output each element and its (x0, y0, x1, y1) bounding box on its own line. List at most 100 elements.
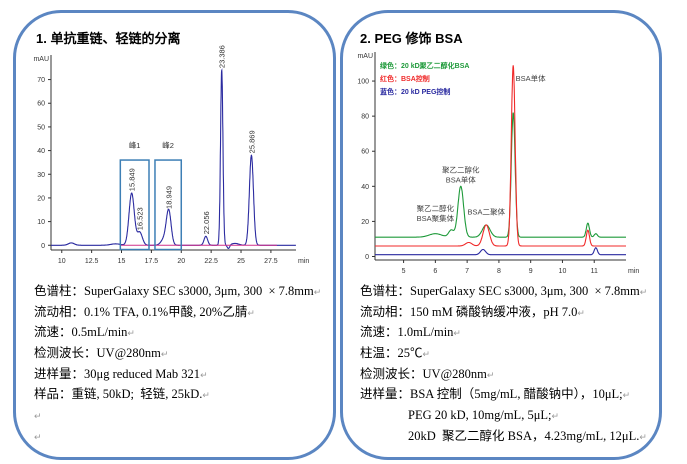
condition-line: PEG 20 kD, 10mg/mL, 5μL;↵ (360, 405, 647, 426)
condition-value: 20kD 聚乙二醇化 BSA，4.23mg/mL, 12μL. (408, 428, 640, 443)
condition-value: 0.1% TFA, 0.1%甲酸, 20%乙腈 (84, 304, 248, 319)
return-mark: ↵ (577, 307, 585, 318)
peak-box-label: 峰1 (129, 140, 141, 150)
return-mark: ↵ (639, 287, 648, 297)
x-tick-label: 5 (402, 268, 406, 275)
peak-annotation: 聚乙二醇化 (417, 203, 455, 213)
condition-label: 流动相： (34, 304, 85, 319)
return-mark: ↵ (34, 431, 42, 442)
y-axis-label: mAU (33, 56, 49, 63)
condition-label: 流速： (360, 325, 398, 340)
condition-label: 检测波长： (360, 366, 423, 381)
condition-value: 重链, 50kD; 轻链, 25kD. (71, 387, 203, 402)
peak-box (119, 159, 150, 251)
x-tick-label: 27.5 (264, 258, 278, 265)
y-tick-label: 80 (361, 114, 369, 121)
condition-line: 流速：0.5mL/min↵ (34, 322, 321, 343)
return-mark: ↵ (639, 431, 647, 442)
left-panel (13, 10, 336, 460)
legend-entry: 蓝色：20 kD PEG控制 (380, 87, 450, 96)
x-tick-label: 7 (465, 268, 469, 275)
condition-line: 检测波长：UV@280nm↵ (360, 364, 647, 385)
series-line (375, 65, 626, 247)
legend-entry: 红色：BSA控制 (380, 74, 430, 83)
peak-annotation: BSA聚集体 (417, 213, 455, 223)
condition-line: 流动相：0.1% TFA, 0.1%甲酸, 20%乙腈↵ (34, 302, 321, 323)
x-tick-label: 12.5 (85, 258, 99, 265)
x-tick-label: 15 (118, 258, 126, 265)
left-conditions: 色谱柱：SuperGalaxy SEC s3000, 3μm, 300 × 7.… (34, 281, 321, 447)
x-tick-label: 22.5 (204, 258, 218, 265)
condition-value: 150 mM 磷酸钠缓冲液，pH 7.0 (410, 304, 578, 319)
right-conditions: 色谱柱：SuperGalaxy SEC s3000, 3μm, 300 × 7.… (360, 281, 647, 447)
x-tick-label: 17.5 (145, 258, 159, 265)
legend-entry: 绿色：20 kD聚乙二醇化BSA (380, 61, 469, 70)
condition-value: SuperGalaxy SEC s3000, 3μm, 300 × 7.8mm (410, 284, 640, 298)
y-tick-label: 0 (365, 254, 369, 261)
condition-label: 样品： (34, 387, 72, 402)
x-tick-label: 9 (529, 268, 533, 275)
return-mark: ↵ (453, 328, 461, 339)
peak-label: 25.869 (247, 130, 256, 153)
condition-value: UV@280nm (96, 346, 161, 361)
condition-line: 流速：1.0mL/min↵ (360, 322, 647, 343)
condition-label: 流动相： (360, 304, 411, 319)
peak-label: 18.949 (165, 186, 174, 209)
condition-value: PEG 20 kD, 10mg/mL, 5μL; (408, 408, 552, 423)
x-tick-label: 11 (591, 268, 598, 275)
right-panel (340, 10, 662, 460)
x-axis-label: min (628, 268, 639, 275)
y-tick-label: 0 (41, 243, 45, 250)
peak-label: 23.386 (218, 45, 227, 68)
return-mark: ↵ (34, 411, 42, 422)
condition-line: 进样量：30μg reduced Mab 321↵ (34, 364, 321, 385)
x-tick-label: 8 (497, 268, 501, 275)
peak-label: 22.056 (202, 211, 211, 234)
y-tick-label: 60 (361, 149, 369, 156)
condition-value: 30μg reduced Mab 321 (84, 366, 201, 381)
condition-label: 柱温： (360, 346, 398, 361)
y-tick-label: 70 (37, 77, 45, 84)
return-mark: ↵ (200, 369, 208, 380)
x-axis-label: min (298, 258, 309, 265)
condition-value: SuperGalaxy SEC s3000, 3μm, 300 × 7.8mm (84, 284, 314, 298)
return-mark: ↵ (160, 349, 169, 360)
return-mark: ↵ (551, 411, 560, 422)
y-tick-label: 100 (357, 79, 369, 86)
condition-label: 检测波长： (34, 346, 97, 361)
return-mark: ↵ (127, 328, 135, 339)
condition-line: 流动相：150 mM 磷酸钠缓冲液，pH 7.0↵ (360, 302, 647, 323)
condition-value: 0.5mL/min (71, 325, 128, 340)
return-mark: ↵ (202, 390, 210, 401)
condition-label: 进样量： (360, 387, 411, 402)
x-tick-label: 6 (433, 268, 437, 275)
peak-annotation: BSA二聚体 (467, 206, 505, 216)
y-tick-label: 60 (37, 101, 45, 108)
return-mark: ↵ (622, 390, 631, 401)
condition-label: 流速： (34, 325, 72, 340)
condition-line: 20kD 聚乙二醇化 BSA，4.23mg/mL, 12μL.↵ (360, 426, 647, 447)
peak-label: 16.523 (136, 207, 145, 230)
series-line (375, 247, 626, 256)
return-mark: ↵ (313, 287, 322, 297)
left-title: 1. 单抗重链、轻链的分离 (36, 31, 181, 46)
return-mark: ↵ (422, 349, 431, 360)
condition-line: 色谱柱：SuperGalaxy SEC s3000, 3μm, 300 × 7.… (360, 281, 647, 302)
x-tick-label: 20 (177, 258, 185, 265)
condition-value: 1.0mL/min (397, 325, 454, 340)
y-tick-label: 20 (361, 219, 369, 226)
y-axis-label: mAU (357, 53, 373, 60)
series-line (51, 68, 296, 250)
condition-line: 柱温：25℃↵ (360, 343, 647, 364)
right-title: 2. PEG 修饰 BSA (360, 31, 463, 46)
condition-value: UV@280nm (422, 366, 487, 381)
series-line (375, 112, 626, 238)
y-tick-label: 40 (361, 184, 369, 191)
y-tick-label: 30 (37, 172, 45, 179)
peak-annotation: BSA单体 (516, 73, 547, 83)
peak-box (154, 159, 183, 251)
x-tick-label: 25 (237, 258, 245, 265)
condition-value: BSA 控制（5mg/mL, 醋酸钠中），10μL; (410, 387, 623, 402)
